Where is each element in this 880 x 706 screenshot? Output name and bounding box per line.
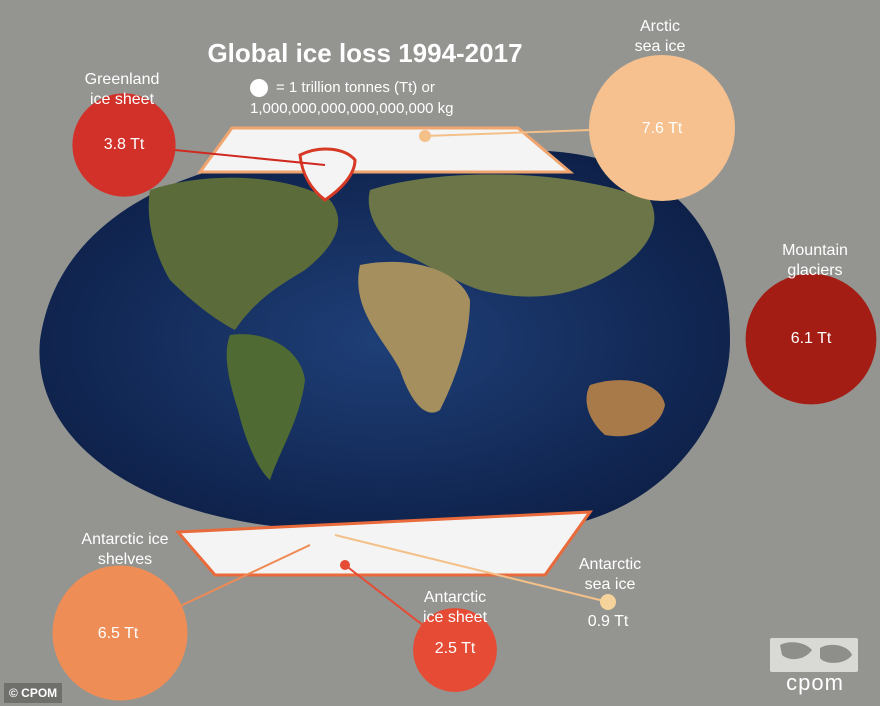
label-antarctic-sheet: Antarctic ice sheet [422,589,488,626]
cpom-logo [770,638,858,672]
legend-unit-dot [250,79,268,97]
australia [586,380,665,437]
value-antarctic-sheet: 2.5 Tt [434,640,476,657]
arctic-ice [197,126,575,174]
antarctic-sheet-anchor-dot [340,560,350,570]
chart-title: Global ice loss 1994-2017 [207,38,523,68]
value-mountain: 6.1 Tt [790,330,832,347]
cpom-logo-text: cpom [786,670,844,695]
world-map [39,126,731,577]
label-arctic: Arctic sea ice [634,18,686,55]
bubble-antarctic-shelves [52,565,188,701]
africa [358,261,470,413]
label-antarctic-shelves: Antarctic ice shelves [81,531,169,568]
value-antarctic-shelves: 6.5 Tt [97,625,139,642]
bubble-greenland [72,93,176,197]
south-america [226,334,305,480]
credit-label: © CPOM [4,683,63,703]
antarctica [174,510,594,577]
antarctic-sea-leader [334,534,609,603]
label-greenland: Greenland ice sheet [84,71,160,108]
greenland [298,147,357,202]
north-america [148,177,339,330]
ice-loss-bubbles [52,55,877,701]
legend-unit-line-2: 1,000,000,000,000,000,000 kg [250,100,454,117]
arctic-leader [424,129,591,137]
bubble-mountain-glaciers [745,273,877,405]
label-antarctic-sea: Antarctic sea ice [578,556,642,593]
eurasia [368,174,655,297]
label-mountain: Mountain glaciers [782,242,848,279]
value-antarctic-sea: 0.9 Tt [587,613,629,630]
legend-unit-line-1: = 1 trillion tonnes (Tt) or [276,79,435,96]
value-greenland: 3.8 Tt [103,136,145,153]
value-arctic: 7.6 Tt [641,120,683,137]
bubble-arctic-sea [589,55,735,201]
arctic-anchor-dot [419,130,431,142]
antarctic-sea-anchor-dot [600,594,616,610]
bubble-antarctic-sheet [413,608,497,692]
